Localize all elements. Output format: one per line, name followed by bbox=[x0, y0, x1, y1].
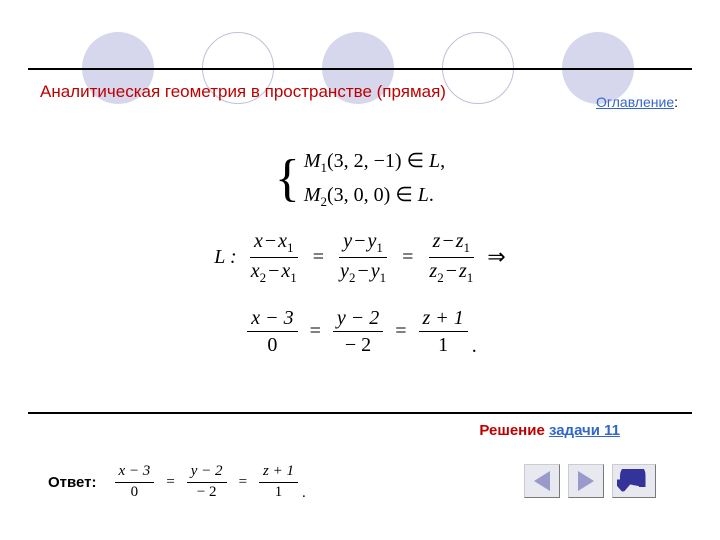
line-formula: L : x−x1 x2−x1 = y−y1 y2−y1 = z−z1 z2−z1… bbox=[0, 228, 720, 287]
toc-colon: : bbox=[674, 94, 678, 110]
page-title: Аналитическая геометрия в пространстве (… bbox=[40, 82, 446, 102]
answer-row: Ответ: x − 3 0 = y − 2 − 2 = z + 1 1 . bbox=[48, 462, 306, 502]
math-content: { M1(3, 2, −1) ∈ L, M2(3, 0, 0) ∈ L. L :… bbox=[0, 148, 720, 376]
prev-button[interactable] bbox=[524, 464, 560, 498]
line-result: x − 3 0 = y − 2 − 2 = z + 1 1 . bbox=[0, 305, 720, 358]
given-line-1: M1(3, 2, −1) ∈ L, bbox=[304, 148, 445, 176]
nav-buttons bbox=[524, 464, 656, 498]
solution-label: Решение bbox=[479, 422, 549, 439]
return-button[interactable] bbox=[612, 464, 656, 498]
triangle-right-icon bbox=[578, 471, 594, 491]
given-line-2: M2(3, 0, 0) ∈ L. bbox=[304, 182, 445, 210]
next-button[interactable] bbox=[568, 464, 604, 498]
return-icon bbox=[617, 469, 651, 493]
toc-link-wrap: Оглавление: bbox=[596, 94, 678, 110]
answer-label: Ответ: bbox=[48, 474, 97, 491]
solution-caption: Решение задачи 11 bbox=[479, 422, 620, 439]
problem-link[interactable]: задачи 11 bbox=[549, 422, 620, 439]
header-rule bbox=[28, 68, 692, 70]
given-system: { M1(3, 2, −1) ∈ L, M2(3, 0, 0) ∈ L. bbox=[0, 148, 720, 210]
footer-rule bbox=[28, 412, 692, 414]
answer-math: x − 3 0 = y − 2 − 2 = z + 1 1 . bbox=[111, 462, 306, 502]
toc-link[interactable]: Оглавление bbox=[596, 94, 674, 110]
triangle-left-icon bbox=[534, 471, 550, 491]
